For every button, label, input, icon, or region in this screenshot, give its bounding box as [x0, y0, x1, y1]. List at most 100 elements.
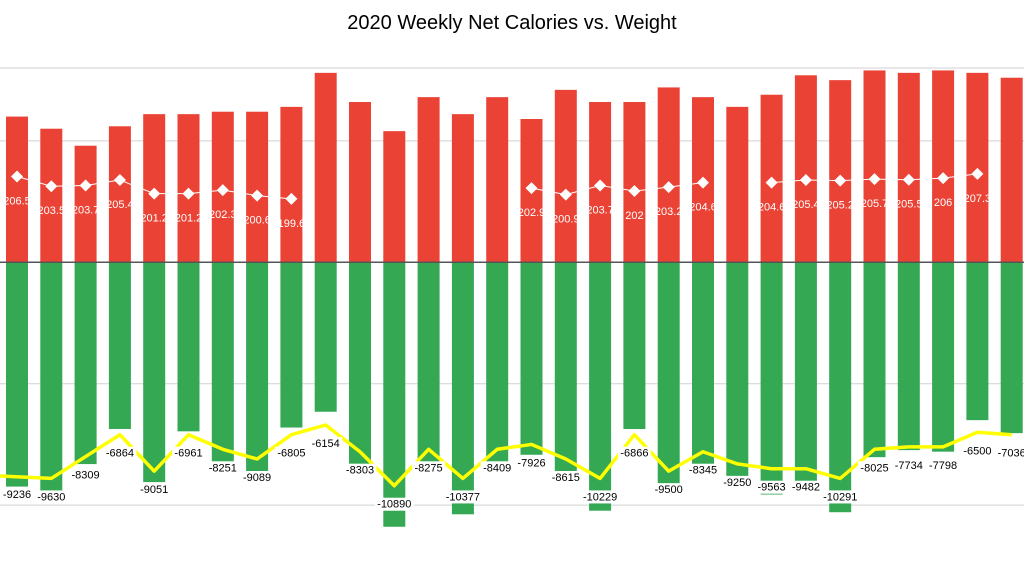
weight-label: 205.4	[106, 199, 134, 211]
data-label-background	[858, 461, 891, 475]
positive-bar	[657, 87, 680, 263]
weight-marker	[628, 185, 641, 198]
weight-label: 199.6	[278, 218, 306, 230]
data-label: -7798	[929, 460, 957, 472]
data-label-background	[103, 446, 137, 460]
positive-bar	[246, 111, 269, 263]
positive-bar	[932, 70, 955, 263]
positive-bar	[486, 97, 509, 263]
data-label: -8251	[209, 462, 237, 474]
weight-marker	[902, 173, 915, 186]
weight-label: 206	[934, 197, 952, 209]
weight-marker	[559, 188, 572, 201]
positive-bar	[829, 80, 852, 263]
weight-label: 204.6	[758, 202, 786, 214]
positive-bar	[554, 89, 577, 263]
weight-marker	[868, 173, 881, 186]
data-label-background	[443, 490, 483, 504]
positive-bar	[314, 72, 337, 263]
positive-bar	[108, 126, 131, 263]
negative-bar	[246, 262, 269, 484]
positive-bar	[726, 106, 749, 263]
weight-marker	[251, 189, 264, 202]
negative-bar	[6, 262, 28, 487]
weight-marker	[285, 192, 298, 205]
negative-bar	[623, 262, 646, 430]
negative-bar	[40, 262, 63, 497]
chart-title: 2020 Weekly Net Calories vs. Weight	[347, 12, 677, 34]
data-label: -9482	[792, 482, 820, 494]
data-label: -9250	[723, 477, 751, 489]
weight-label: 203.7	[72, 205, 100, 217]
data-label: -6961	[174, 448, 202, 460]
weight-label: 203.5	[38, 205, 66, 217]
data-label: -7036	[998, 448, 1024, 460]
weight-markers: 206.5 203.5 203.7 205.4 201.2 201.2 202.3 200.6…	[3, 167, 991, 230]
bars	[6, 70, 1023, 527]
data-label-background	[820, 490, 860, 504]
positive-bar	[417, 97, 440, 263]
weight-label: 201.2	[140, 213, 168, 225]
negative-bar	[177, 262, 200, 432]
weight-marker	[525, 182, 538, 195]
data-label: -7734	[895, 460, 923, 472]
positive-bar	[74, 145, 97, 263]
data-label: -6805	[277, 448, 305, 460]
negative-bar	[829, 262, 852, 513]
weight-marker	[662, 181, 675, 194]
data-label-background	[720, 475, 754, 489]
data-label: -6154	[312, 438, 340, 450]
weight-label: 205.7	[861, 198, 889, 210]
weight-marker	[799, 174, 812, 187]
negative-bar	[760, 262, 783, 495]
data-label: -7926	[517, 457, 545, 469]
data-label: -8615	[552, 472, 580, 484]
weight-label: 204.6	[689, 202, 717, 214]
data-label-background	[549, 471, 583, 484]
negative-bar	[726, 262, 749, 487]
data-label-background	[960, 444, 994, 458]
data-label-background	[926, 458, 960, 472]
positive-bar	[794, 75, 817, 263]
data-label: -9630	[37, 491, 65, 503]
negative-bar	[211, 262, 234, 463]
negative-bar	[486, 262, 509, 467]
weight-marker	[113, 174, 126, 187]
positive-bar	[966, 72, 989, 263]
negative-bar	[349, 262, 371, 464]
data-label-background	[274, 446, 308, 460]
positive-bar	[383, 131, 406, 263]
weight-label: 202.3	[209, 209, 237, 221]
positive-bar	[1000, 77, 1023, 263]
positive-bar	[349, 102, 371, 263]
data-label-background	[789, 480, 823, 494]
data-label-background	[515, 456, 548, 470]
data-label: -8409	[483, 462, 511, 474]
negative-bar	[657, 262, 680, 493]
positive-bar	[863, 70, 886, 263]
negative-bar	[692, 262, 714, 465]
weight-marker	[182, 187, 195, 200]
negative-bar	[74, 262, 97, 465]
data-label: -6500	[963, 445, 991, 457]
negative-bar	[314, 262, 337, 412]
negative-bar	[932, 262, 955, 452]
weight-label: 203.7	[586, 205, 614, 217]
data-label-background	[580, 490, 620, 504]
data-label: -8275	[415, 462, 443, 474]
data-label-background	[240, 471, 274, 484]
positive-bar	[451, 114, 474, 263]
data-label: -9089	[243, 472, 271, 484]
weight-marker	[765, 176, 778, 189]
weight-marker	[697, 176, 709, 189]
positive-bar	[897, 72, 920, 263]
data-label-background	[686, 463, 720, 477]
data-label: -6866	[620, 448, 648, 460]
data-label-background	[34, 490, 68, 504]
data-label-background	[206, 461, 240, 475]
negative-bar	[520, 262, 543, 455]
weight-marker	[594, 179, 607, 192]
weight-label: 200.9	[552, 214, 580, 226]
weight-marker	[937, 172, 950, 185]
weight-label: 200.6	[243, 215, 271, 227]
